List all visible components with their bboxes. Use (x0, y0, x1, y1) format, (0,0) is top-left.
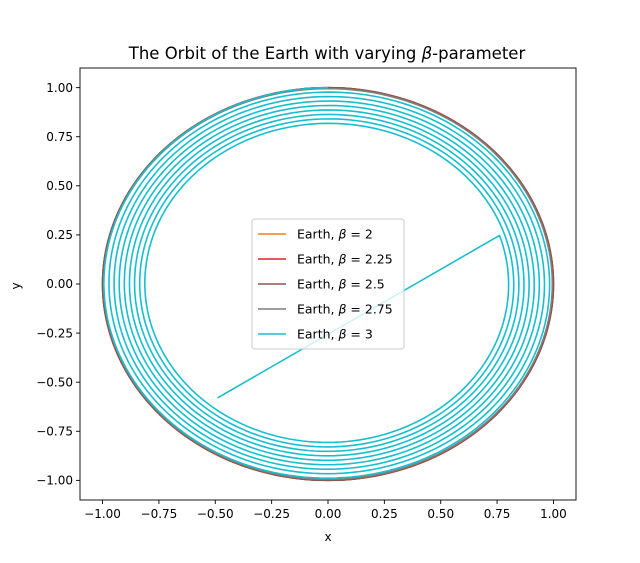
chart-title-suffix: -parameter (432, 44, 525, 63)
x-tick-label: 1.00 (540, 507, 567, 521)
y-tick-label: 0.75 (46, 130, 73, 144)
legend-label-1: Earth, β = 2 (297, 227, 373, 242)
legend-label-3: Earth, β = 2.5 (297, 277, 385, 292)
y-tick-label: 1.00 (46, 81, 73, 95)
series-line-3 (101, 86, 555, 482)
legend: Earth, β = 2 Earth, β = 2.25 Earth, β = 2.… (251, 218, 405, 350)
chart-title-prefix: The Orbit of the Earth with varying (128, 44, 422, 63)
legend-label-4: Earth, β = 2.75 (297, 302, 393, 317)
x-tick-label: −1.00 (84, 507, 121, 521)
y-tick-label: −0.50 (36, 375, 73, 389)
y-axis-label: y (9, 282, 23, 289)
axes: −1.00 −0.75 −0.50 −0.25 0.00 0.25 0.50 0.75 1.00… (36, 67, 577, 521)
x-tick-label: 0.25 (371, 507, 398, 521)
y-tick-label: 0.00 (46, 277, 73, 291)
x-tick-label: −0.50 (197, 507, 234, 521)
x-tick-label: 0.50 (427, 507, 454, 521)
series-line-5 (103, 86, 551, 479)
legend-label-5: Earth, β = 3 (297, 327, 373, 342)
y-tick-label: 0.25 (46, 228, 73, 242)
x-tick-label: −0.75 (141, 507, 178, 521)
legend-box (251, 218, 405, 350)
y-tick-label: −1.00 (36, 474, 73, 488)
x-tick-label: −0.25 (253, 507, 290, 521)
legend-label-2: Earth, β = 2.25 (297, 252, 393, 267)
x-tick-label: 0.00 (315, 507, 342, 521)
chart-title-symbol: β (421, 44, 433, 63)
x-tick-label: 0.75 (484, 507, 511, 521)
plot-area (101, 86, 555, 482)
x-axis-label: x (324, 530, 331, 544)
y-tick-label: −0.75 (36, 424, 73, 438)
y-tick-label: 0.50 (46, 179, 73, 193)
chart-title: The Orbit of the Earth with varying β-pa… (128, 44, 526, 63)
y-tick-label: −0.25 (36, 326, 73, 340)
